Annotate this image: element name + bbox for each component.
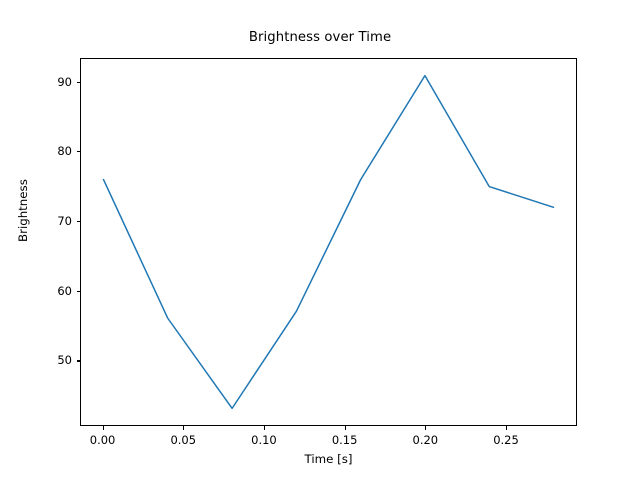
x-tick-label: 0.00 (89, 433, 116, 447)
line-chart-svg (102, 74, 555, 410)
y-tick-label: 80 (57, 144, 72, 159)
page-title: Brightness over Time (248, 30, 392, 45)
x-tick-label: 0.10 (251, 433, 277, 447)
y-tick-mark (76, 81, 80, 83)
x-tick-mark (506, 426, 508, 430)
y-tick-mark (76, 151, 80, 153)
y-tick-mark (76, 360, 80, 362)
y-tick-label: 60 (57, 283, 72, 298)
y-tick-mark (76, 290, 80, 292)
y-tick-label: 50 (57, 353, 72, 368)
x-tick-label: 0.20 (412, 433, 439, 447)
x-tick-mark (102, 426, 104, 430)
y-tick-mark (76, 221, 80, 223)
y-tick-label: 70 (57, 214, 72, 229)
y-tick-label: 90 (57, 74, 72, 89)
x-tick-mark (344, 426, 346, 430)
y-axis-label: Brightness (16, 179, 30, 242)
x-tick-mark (425, 426, 427, 430)
x-tick-mark (183, 426, 185, 430)
x-tick-label: 0.15 (331, 433, 358, 447)
x-tick-label: 0.25 (493, 433, 519, 447)
x-axis-label: Time [s] (304, 452, 353, 466)
x-tick-label: 0.05 (170, 433, 197, 447)
x-tick-mark (263, 426, 266, 430)
data-series-line (102, 74, 555, 410)
plot-area (80, 58, 577, 426)
